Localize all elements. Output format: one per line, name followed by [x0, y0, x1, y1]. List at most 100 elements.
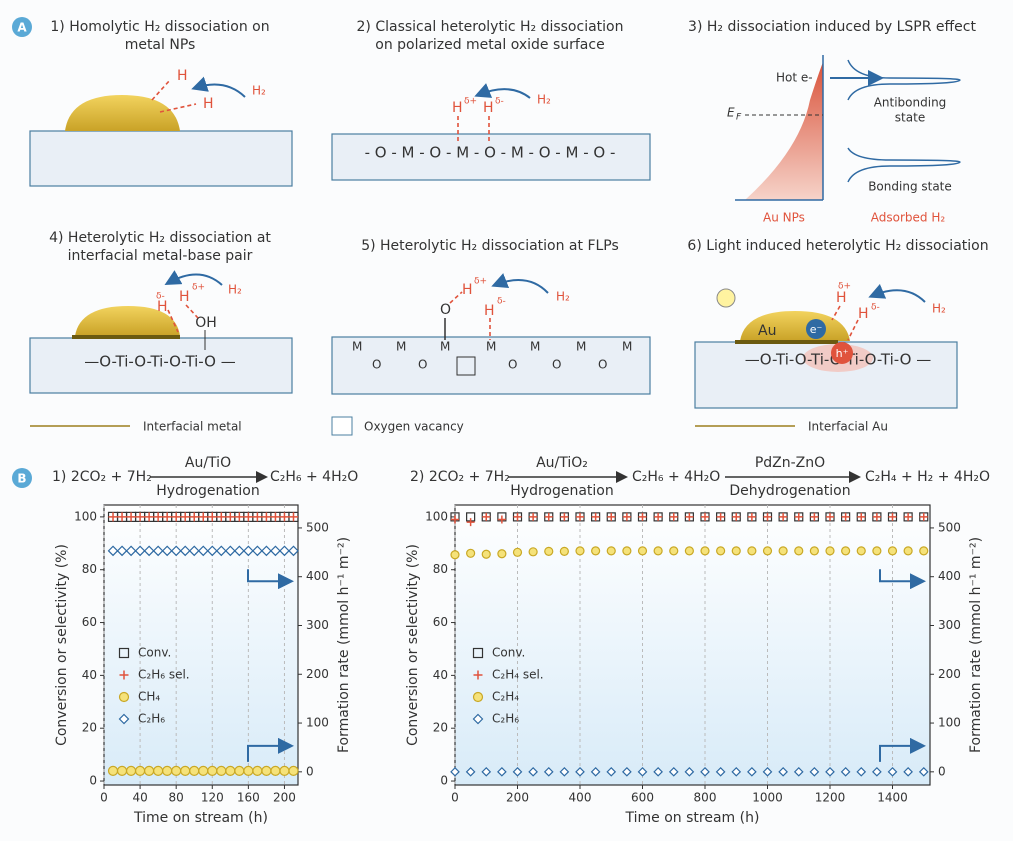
marker: [512, 547, 523, 557]
marker: [841, 512, 850, 521]
plus: [622, 512, 631, 521]
marker: [606, 766, 617, 777]
marker: [189, 512, 199, 522]
plus: [171, 512, 181, 522]
y2-tick-label: 100: [938, 716, 961, 730]
atom: O: [418, 358, 427, 372]
circle: [747, 546, 757, 556]
marker: [607, 512, 616, 521]
marker: [207, 765, 218, 776]
y-tick-label: 0: [440, 774, 448, 788]
diamond: [472, 713, 484, 725]
plus: [591, 512, 600, 521]
marker: [198, 512, 208, 522]
x-tick-label: 1400: [877, 791, 908, 805]
lattice: —O-Ti-O-Ti-O-Ti-O —: [84, 353, 235, 371]
marker: [243, 765, 254, 776]
x-tick-label: 200: [506, 791, 529, 805]
circle: [653, 546, 663, 556]
legend-label: C₂H₄: [492, 690, 519, 704]
marker: [497, 515, 506, 524]
marker: [528, 766, 538, 777]
marker: [118, 647, 130, 659]
marker: [472, 691, 484, 703]
marker: [528, 547, 538, 557]
circle: [684, 546, 694, 556]
diamond: [224, 545, 236, 557]
marker: [180, 765, 191, 776]
diamond: [450, 766, 460, 777]
marker: [135, 512, 145, 522]
marker: [117, 512, 127, 522]
marker: [512, 766, 523, 777]
y-tick-label: 20: [433, 721, 448, 735]
marker: [778, 766, 788, 777]
marker: [270, 545, 281, 557]
diamond: [252, 545, 263, 557]
plus: [529, 512, 538, 521]
diamond: [465, 766, 476, 777]
molecule: H₂: [556, 290, 570, 304]
diamond: [543, 766, 554, 777]
marker: [261, 512, 271, 522]
panel-label: B: [17, 472, 26, 486]
marker: [685, 512, 694, 521]
circle: [125, 765, 137, 776]
marker: [591, 546, 601, 556]
plus: [732, 512, 741, 521]
diamond: [512, 766, 523, 777]
marker: [116, 765, 128, 776]
marker: [179, 545, 191, 557]
label: F: [736, 113, 742, 123]
diamond: [481, 766, 492, 777]
marker: [903, 766, 913, 777]
label: e⁻: [810, 323, 823, 336]
circle: [118, 691, 130, 703]
density-of-states: [745, 62, 823, 200]
marker: [234, 765, 245, 776]
atom: H: [177, 68, 188, 84]
marker: [288, 512, 298, 522]
circle: [856, 546, 866, 556]
y2-tick-label: 300: [306, 618, 329, 632]
y2-axis-label: Formation rate (mmol h⁻¹ m⁻²): [336, 537, 352, 753]
plus: [701, 512, 709, 521]
charge: δ+: [192, 283, 205, 293]
plus: [473, 670, 483, 680]
atom: M: [440, 340, 450, 354]
y-tick-label: 80: [433, 562, 448, 576]
circle: [825, 546, 835, 556]
plus: [826, 512, 834, 521]
diamond: [188, 545, 200, 557]
plus: [482, 512, 491, 521]
plus: [841, 512, 850, 521]
marker: [270, 512, 280, 522]
circle: [189, 765, 200, 776]
marker: [216, 512, 226, 522]
diamond: [840, 766, 851, 777]
marker: [590, 766, 601, 777]
marker: [684, 766, 695, 777]
legend-label: C₂H₄ sel.: [492, 668, 544, 682]
marker: [288, 545, 299, 557]
circle: [144, 765, 155, 776]
electron: [806, 319, 826, 339]
plus: [261, 512, 271, 522]
marker: [107, 545, 119, 557]
x-tick-label: 600: [631, 791, 654, 805]
x-tick-label: 0: [100, 791, 108, 805]
y-tick-label: 40: [433, 668, 448, 682]
plus: [234, 512, 244, 522]
surface: [29, 130, 293, 187]
arrow: [474, 83, 531, 99]
plus: [872, 512, 881, 521]
atom: H: [179, 289, 190, 305]
marker: [197, 545, 209, 557]
marker: [234, 512, 244, 522]
circle: [472, 691, 484, 703]
lattice: - O - M - O - M - O - M - O - M - O -: [365, 144, 616, 162]
y2-tick-label: 400: [938, 569, 961, 583]
marker: [162, 512, 172, 522]
plus: [252, 512, 262, 522]
legend-label: Interfacial metal: [143, 420, 242, 434]
